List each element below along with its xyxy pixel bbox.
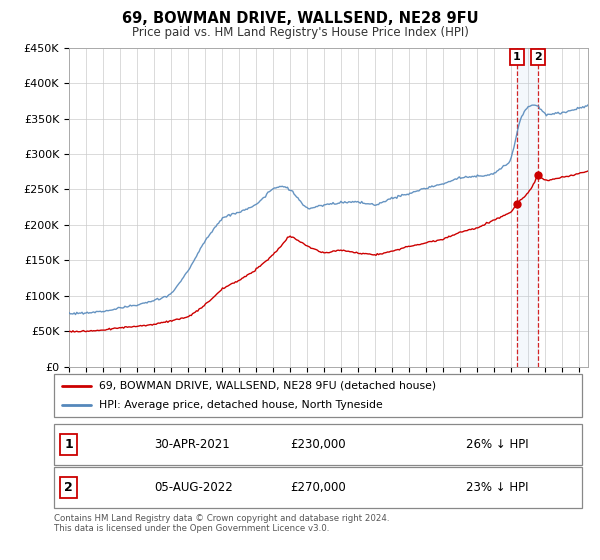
Text: 26% ↓ HPI: 26% ↓ HPI [466,438,529,451]
Text: 69, BOWMAN DRIVE, WALLSEND, NE28 9FU: 69, BOWMAN DRIVE, WALLSEND, NE28 9FU [122,11,478,26]
Text: 1: 1 [513,52,521,62]
Text: 23% ↓ HPI: 23% ↓ HPI [466,481,529,494]
Text: HPI: Average price, detached house, North Tyneside: HPI: Average price, detached house, Nort… [99,400,383,410]
Text: £270,000: £270,000 [290,481,346,494]
Text: £230,000: £230,000 [290,438,346,451]
Text: 1: 1 [64,438,73,451]
Text: 30-APR-2021: 30-APR-2021 [154,438,230,451]
Text: 2: 2 [64,481,73,494]
Bar [517,48,538,367]
Text: 69, BOWMAN DRIVE, WALLSEND, NE28 9FU (detached house): 69, BOWMAN DRIVE, WALLSEND, NE28 9FU (de… [99,381,436,391]
Text: Contains HM Land Registry data © Crown copyright and database right 2024.
This d: Contains HM Land Registry data © Crown c… [54,514,389,534]
Text: Price paid vs. HM Land Registry's House Price Index (HPI): Price paid vs. HM Land Registry's House … [131,26,469,39]
Text: 05-AUG-2022: 05-AUG-2022 [154,481,233,494]
Text: 2: 2 [535,52,542,62]
